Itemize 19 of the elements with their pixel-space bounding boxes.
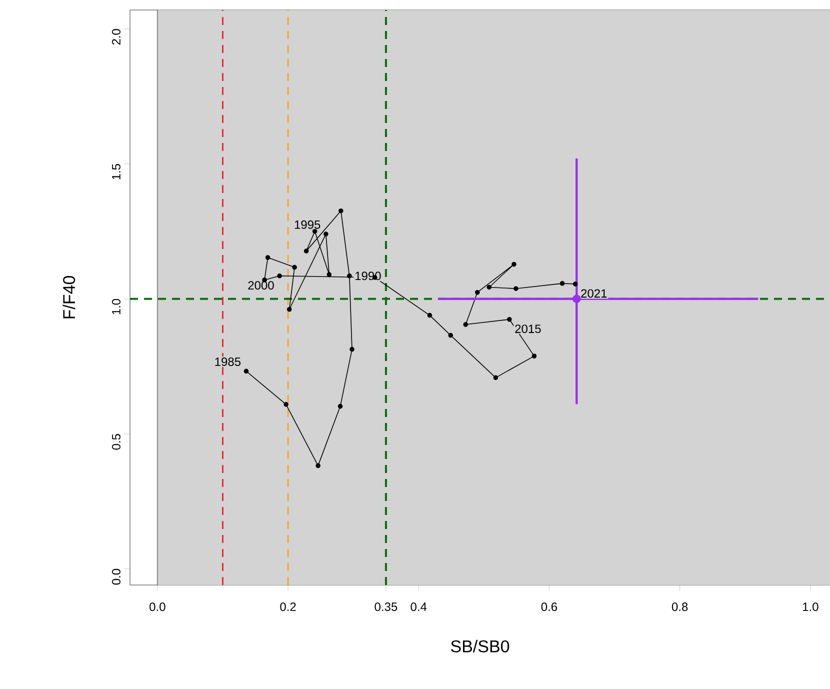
annotation: 2021 xyxy=(581,289,607,298)
y-tick-label: 2.0 xyxy=(112,29,120,45)
x-tick-label: 0.6 xyxy=(541,602,558,612)
annotation: 2015 xyxy=(515,324,541,334)
x-tick-label: 0.8 xyxy=(672,602,688,612)
annotation: 2000 xyxy=(248,281,274,290)
x-axis-title: SB/SB0 xyxy=(451,640,510,652)
y-axis-title: F/F40 xyxy=(62,276,76,318)
annotation: 1985 xyxy=(215,358,241,366)
y-tick-label: 0.5 xyxy=(112,434,120,450)
x-tick-label: 1.0 xyxy=(802,602,818,612)
x-tick-label: 0.4 xyxy=(410,602,427,612)
x-tick-label: 0.2 xyxy=(280,602,296,612)
annotation: 1995 xyxy=(294,220,320,229)
y-tick-label: 1.5 xyxy=(112,164,120,180)
x-tick-label: 0.0 xyxy=(150,602,166,612)
y-tick-label: 1.0 xyxy=(112,298,120,314)
x-tick-label: 0.35 xyxy=(374,602,398,612)
y-tick-label: 0.0 xyxy=(112,568,120,585)
